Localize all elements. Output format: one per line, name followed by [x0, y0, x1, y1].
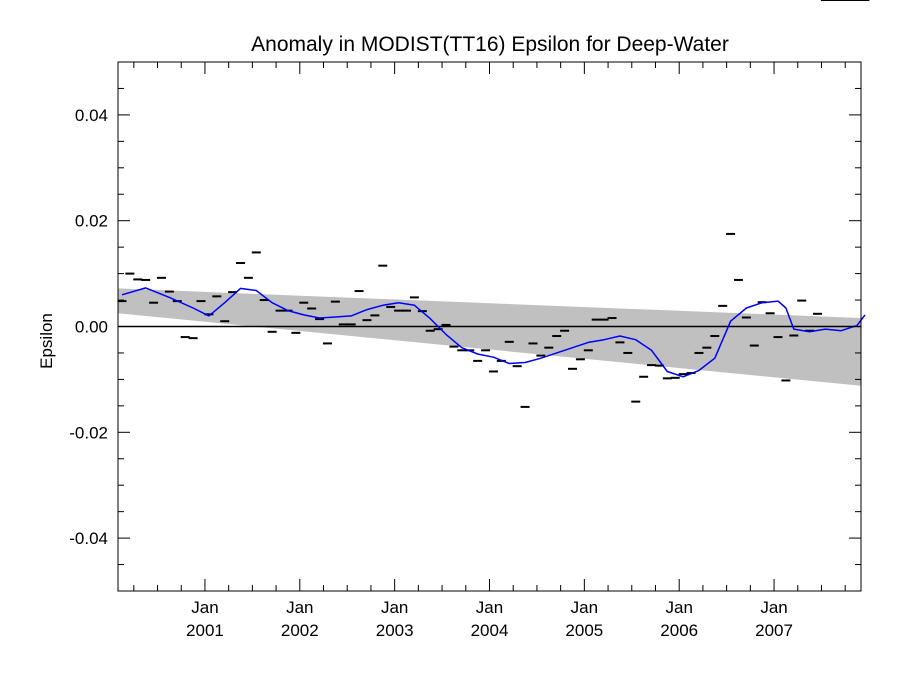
- x-tick-month-label: Jan: [665, 598, 692, 617]
- x-tick-year-label: 2006: [660, 621, 698, 640]
- smoothed-series-line: [121, 287, 866, 378]
- y-tick-label: 0.02: [75, 212, 108, 231]
- x-tick-year-label: 2001: [186, 621, 224, 640]
- x-tick-month-label: Jan: [191, 598, 218, 617]
- x-tick-year-label: 2003: [376, 621, 414, 640]
- y-tick-label: -0.02: [69, 423, 108, 442]
- smoothed-line-layer: [121, 287, 866, 378]
- y-ticks-layer: 0.04 0.02 0.00 -0.02 -0.04: [69, 61, 861, 592]
- x-tick-year-label: 2007: [755, 621, 793, 640]
- x-tick-year-label: 2002: [281, 621, 319, 640]
- x-ticks-layer: Jan 2001 Jan 2002 Jan 2003 Jan 2004 Jan 2005 Jan 20…: [133, 62, 846, 640]
- x-tick-month-label: Jan: [286, 598, 313, 617]
- x-tick-month-label: Jan: [760, 598, 787, 617]
- x-tick-month-label: Jan: [476, 598, 503, 617]
- x-tick-year-label: 2004: [471, 621, 509, 640]
- x-tick-month-label: Jan: [381, 598, 408, 617]
- confidence-band-layer: [118, 288, 861, 386]
- y-axis-title: Epsilon: [37, 313, 56, 369]
- x-tick-year-label: 2005: [565, 621, 603, 640]
- y-tick-label: 0.00: [75, 318, 108, 337]
- x-tick-month-label: Jan: [571, 598, 598, 617]
- confidence-band: [118, 288, 861, 386]
- anomaly-points-layer: [117, 0, 870, 408]
- y-tick-label: 0.04: [75, 106, 108, 125]
- chart-title: Anomaly in MODIST(TT16) Epsilon for Deep…: [251, 33, 729, 56]
- y-tick-label: -0.04: [69, 529, 108, 548]
